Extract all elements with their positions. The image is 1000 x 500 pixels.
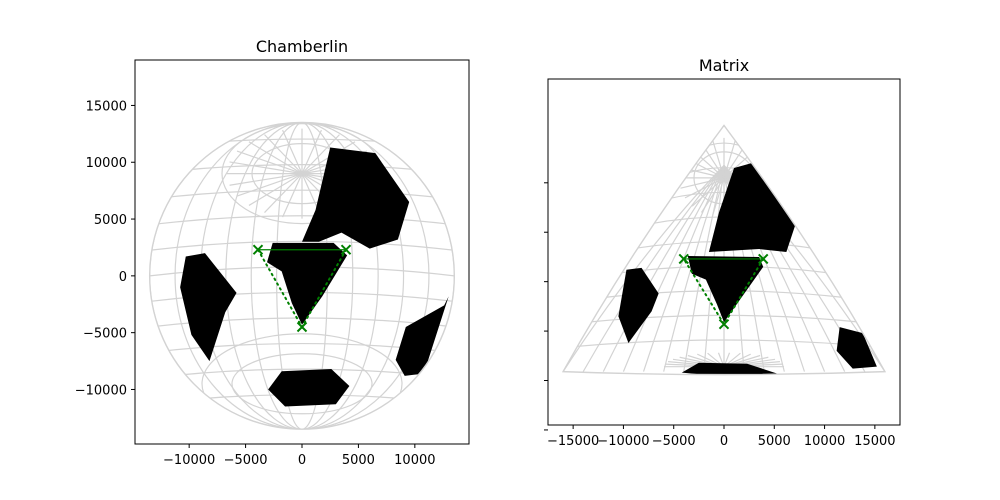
graticule-polar-spoke xyxy=(264,134,303,175)
graticule-polar-ring xyxy=(201,333,403,430)
chart-title: Matrix xyxy=(699,56,749,75)
graticule-polar-spoke xyxy=(282,173,303,218)
graticule-polar-spoke xyxy=(248,141,303,175)
graticule-polar-spoke xyxy=(229,161,303,175)
landmass-africa xyxy=(267,242,348,325)
y-tick-label: 5000 xyxy=(94,213,127,228)
control-point-marker-2 xyxy=(718,318,730,330)
control-point-marker-1 xyxy=(340,244,352,255)
graticule-polar-ring xyxy=(231,353,373,415)
x-tick-label: 15000 xyxy=(854,434,895,449)
graticule-polar-spoke xyxy=(264,173,303,213)
control-point-marker-0 xyxy=(252,244,264,255)
graticule xyxy=(563,137,885,372)
graticule-polar-spoke xyxy=(236,150,303,175)
projection-outline xyxy=(561,124,887,376)
control-point-marker-1 xyxy=(758,253,769,265)
landmass-antarctica xyxy=(681,362,778,375)
graticule-polar-spoke xyxy=(229,173,303,186)
graticule-meridian xyxy=(622,165,725,372)
x-tick-label: 10000 xyxy=(804,434,845,449)
landmass-south-america xyxy=(618,267,659,343)
graticule-polar-spoke xyxy=(700,177,725,213)
graticule-polar-spoke xyxy=(711,177,725,217)
landmass-africa xyxy=(687,255,764,323)
landmass-antarctica xyxy=(268,369,350,407)
graticule-polar-spoke xyxy=(282,129,303,174)
graticule-polar-spoke xyxy=(248,173,303,206)
landmass-australia xyxy=(836,327,877,369)
x-tick-label: −5000 xyxy=(224,453,268,468)
y-tick-label: 0 xyxy=(119,270,127,285)
graticule-polar-spoke xyxy=(301,129,322,174)
graticule-polar-spoke xyxy=(691,177,725,207)
graticule-polar-spoke xyxy=(301,134,340,175)
graticule-parallel xyxy=(149,240,455,251)
graticule-polar-spoke xyxy=(236,173,303,197)
landmass-south-america xyxy=(180,253,237,362)
graticule-polar-spoke xyxy=(711,139,725,179)
y-tick-label: −5000 xyxy=(83,327,127,342)
y-tick-label: 15000 xyxy=(86,99,127,114)
projection-outline xyxy=(148,121,456,430)
graticule-polar-spoke xyxy=(723,139,737,179)
graticule-meridian xyxy=(602,165,725,372)
graticule-polar-spoke xyxy=(680,177,725,189)
x-tick-label: 5000 xyxy=(342,453,375,468)
x-tick-label: −10000 xyxy=(597,434,649,449)
y-tick-label: 10000 xyxy=(86,156,127,171)
chamberlin-panel: −10000 −5000 0 5000 10000 15000 10000 5000 0 −500… xyxy=(75,37,470,468)
graticule-meridian xyxy=(563,165,725,372)
land-masses xyxy=(180,147,449,407)
x-tick-label: −5000 xyxy=(652,434,696,449)
graticule-polar-spoke xyxy=(684,177,725,199)
x-tick-label: 10000 xyxy=(394,453,435,468)
x-tick-label: −15000 xyxy=(547,434,599,449)
x-tick-label: 0 xyxy=(298,453,306,468)
landmass-australia xyxy=(395,296,449,376)
x-tick-label: −10000 xyxy=(163,453,215,468)
control-point-marker-0 xyxy=(678,253,689,265)
x-tick-label: 0 xyxy=(720,434,728,449)
y-tick-label: −10000 xyxy=(75,383,127,398)
landmass-eurasia xyxy=(302,147,410,249)
control-point-marker-2 xyxy=(296,321,308,333)
chart-title: Chamberlin xyxy=(256,37,348,56)
x-tick-label: 5000 xyxy=(758,434,791,449)
matrix-panel: −15000−10000 −5000 0 5000 10000 15000 Matrix xyxy=(544,56,901,449)
